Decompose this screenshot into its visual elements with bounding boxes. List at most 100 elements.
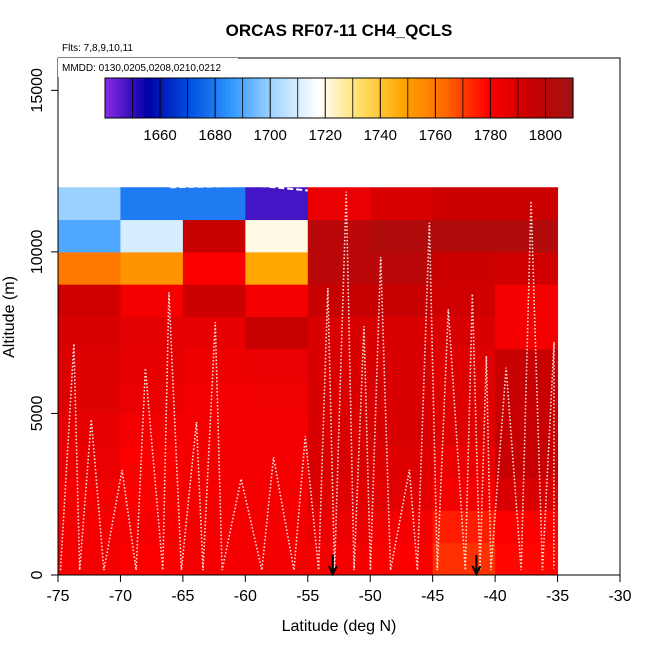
colorbar-segment [272,78,278,118]
y-axis: 0 5000 10000 15000 [29,68,59,579]
heatmap-cell [120,187,184,221]
colorbar-tick-label: 1680 [198,127,231,144]
heatmap-cell [182,187,246,221]
colorbar-segment [194,78,200,118]
heatmap-cell [307,542,371,576]
heatmap-cell [432,510,496,544]
heatmap-cell [495,542,559,576]
colorbar-segment [229,78,235,118]
colorbar-segment [342,78,348,118]
colorbar-segment [557,78,562,118]
arrow-head [327,565,338,577]
colorbar-segment [565,78,570,118]
colorbar-segment [132,78,137,118]
heatmap-cell [245,251,309,285]
colorbar-segment [487,78,492,118]
colorbar-segment [475,78,480,118]
colorbar-segment [526,78,531,118]
latitude-arrows [327,555,482,577]
heatmap-cell [58,348,121,382]
colorbar-segment [218,78,223,118]
colorbar-segment [147,78,153,118]
colorbar-segment [303,78,309,118]
colorbar-segment [186,78,192,118]
colorbar-segment [424,78,430,118]
heatmap-cell [432,542,496,576]
colorbar-segment [237,78,243,118]
colorbar-segment [339,78,344,118]
colorbar-segment [362,78,367,118]
heatmap-cell [58,445,121,479]
colorbar-segment [140,78,145,118]
colorbar-segment [432,78,438,118]
colorbar-segment [144,78,149,118]
colorbar-segment [311,78,317,118]
colorbar-segment [202,78,207,118]
colorbar-segment [534,78,539,118]
x-tick-label: -45 [421,588,444,605]
heatmap-cell [58,413,121,447]
colorbar-segment [151,78,157,118]
heatmap-cell [245,381,309,414]
heatmap-cell [120,478,184,511]
colorbar-segment [506,78,512,118]
colorbar-segment [276,78,282,118]
heatmap-cell [245,348,309,382]
heatmap-cell [370,187,434,221]
heatmap-cell [495,187,559,221]
heatmap-cell [120,510,184,544]
heatmap-cell [120,316,184,350]
colorbar-segment [381,78,387,118]
heatmap-cell [58,284,121,317]
colorbar-segment [128,78,133,118]
colorbar-segment [300,78,305,118]
colorbar-segment [163,78,168,118]
chart-title: ORCAS RF07-11 CH4_QCLS [226,21,453,40]
heatmap-cell [120,445,184,479]
heatmap-cell [120,219,184,253]
heatmap-cell [182,445,246,479]
colorbar-segment [331,78,336,118]
colorbar-segment [307,78,313,118]
heatmap-cell [307,445,371,479]
colorbar-segment [549,78,555,118]
colorbar-tick-label: 1720 [309,127,342,144]
colorbar-tick-label: 1740 [364,127,397,144]
colorbar-segment [354,78,360,118]
colorbar-segment [420,78,426,118]
colorbar-segment [257,78,262,118]
y-tick-label: 15000 [29,68,46,113]
colorbar-segment [440,78,445,118]
heatmap-cell [495,251,559,285]
colorbar-segment [249,78,254,118]
colorbar-segment [210,78,215,118]
colorbar-segment [510,78,516,118]
colorbar-segment [397,78,402,118]
x-axis-label: Latitude (deg N) [282,618,397,635]
colorbar-segment [366,78,371,118]
colorbar-segment [553,78,558,118]
heatmap-cell [58,542,121,576]
heatmap-cell [182,251,246,285]
heatmap-cell [307,284,371,317]
heatmap-cell [370,316,434,350]
colorbar-segment [491,78,496,118]
heatmap-cell [182,284,246,317]
colorbar-segment [385,78,391,118]
heatmap-cell [432,251,496,285]
heatmap-cell [120,251,184,285]
colorbar-segment [288,78,293,118]
heatmap-cell [58,316,121,350]
heatmap-cell [182,381,246,414]
heatmap-cell [245,316,309,350]
heatmap-cell [182,478,246,511]
heatmap-cell [58,381,121,414]
colorbar-segment [471,78,477,118]
heatmap-cell [370,284,434,317]
colorbar-segment [514,78,519,118]
x-tick-label: -50 [359,588,382,605]
colorbar-segment [502,78,508,118]
heatmap-cell [370,445,434,479]
colorbar-segment [241,78,246,118]
heatmap-cell [307,510,371,544]
